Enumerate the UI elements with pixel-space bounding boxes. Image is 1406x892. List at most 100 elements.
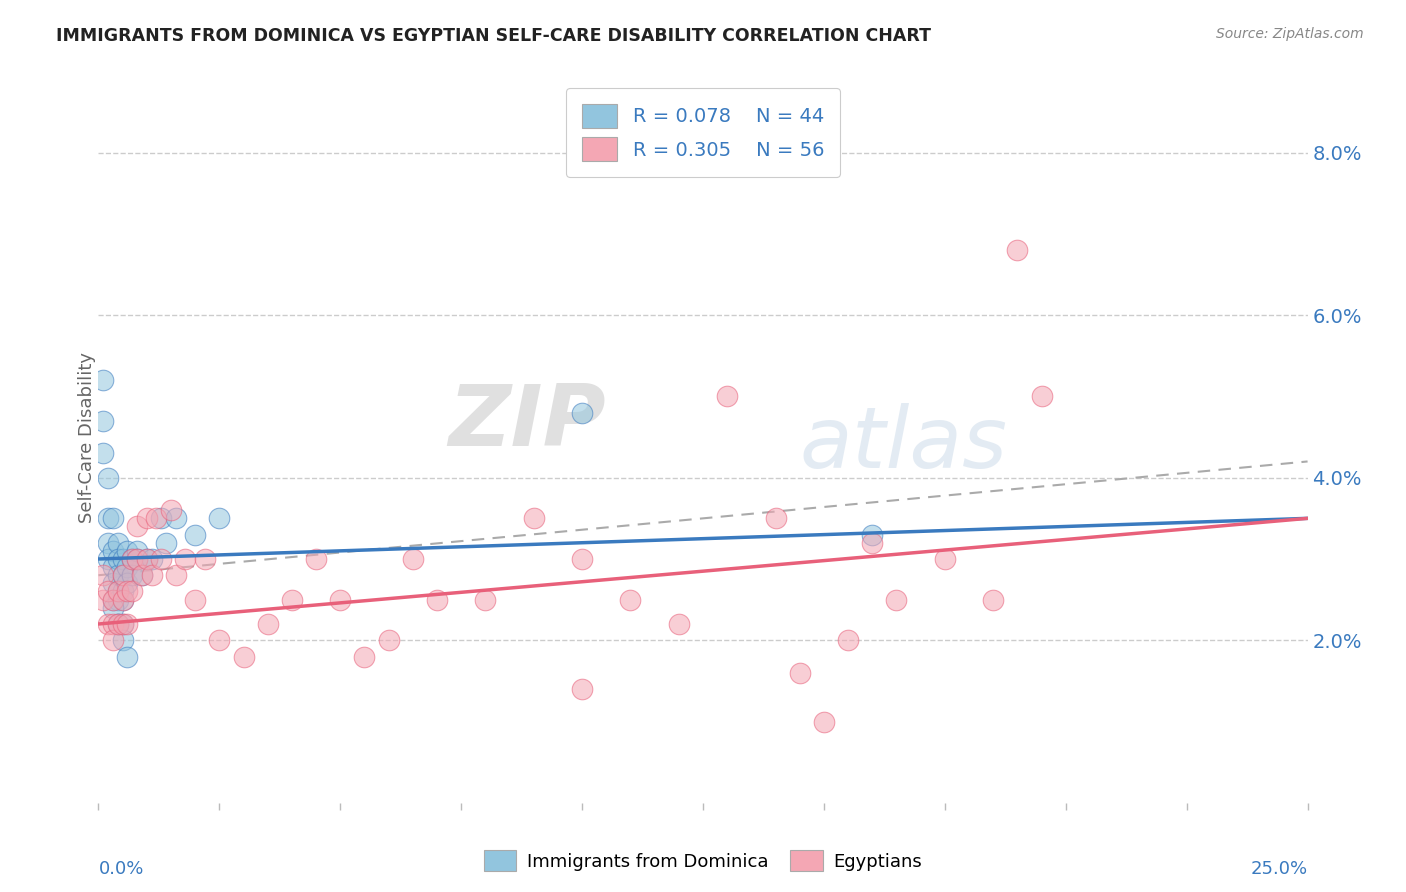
Point [97, 511, 120, 525]
Point [155, 535, 177, 549]
Point [194, 552, 217, 566]
Point [121, 552, 143, 566]
Text: atlas: atlas [800, 403, 1008, 486]
Point [101, 511, 124, 525]
Point [111, 633, 134, 648]
Point [117, 576, 139, 591]
Point [91, 568, 114, 582]
Point [97, 617, 120, 632]
Point [107, 617, 129, 632]
Point [353, 649, 375, 664]
Point [97, 552, 120, 566]
Point [886, 592, 908, 607]
Point [111, 584, 134, 599]
Point [97, 584, 120, 599]
Point [402, 552, 425, 566]
Text: 0.0%: 0.0% [98, 860, 143, 878]
Point [174, 552, 197, 566]
Point [117, 584, 139, 599]
Point [135, 552, 157, 566]
Point [111, 617, 134, 632]
Point [837, 633, 859, 648]
Point [121, 552, 143, 566]
Point [127, 552, 149, 566]
Point [981, 592, 1004, 607]
Point [377, 633, 399, 648]
Point [141, 568, 163, 582]
Y-axis label: Self-Care Disability: Self-Care Disability [79, 351, 96, 523]
Point [91, 592, 114, 607]
Point [860, 527, 883, 541]
Legend: Immigrants from Dominica, Egyptians: Immigrants from Dominica, Egyptians [477, 843, 929, 879]
Point [101, 592, 124, 607]
Point [97, 535, 120, 549]
Point [121, 568, 143, 582]
Point [571, 552, 593, 566]
Point [101, 576, 124, 591]
Point [101, 600, 124, 615]
Point [150, 552, 173, 566]
Point [107, 568, 129, 582]
Point [165, 511, 187, 525]
Point [101, 592, 124, 607]
Point [111, 592, 134, 607]
Point [91, 414, 114, 428]
Point [145, 511, 167, 525]
Point [860, 535, 883, 549]
Point [107, 535, 129, 549]
Point [184, 592, 207, 607]
Point [571, 406, 593, 420]
Point [765, 511, 787, 525]
Point [256, 617, 278, 632]
Point [107, 552, 129, 566]
Point [97, 471, 120, 485]
Legend: R = 0.078    N = 44, R = 0.305    N = 56: R = 0.078 N = 44, R = 0.305 N = 56 [567, 88, 839, 177]
Point [813, 714, 835, 729]
Point [789, 665, 811, 680]
Point [426, 592, 449, 607]
Point [165, 568, 187, 582]
Point [91, 446, 114, 460]
Point [117, 617, 139, 632]
Point [127, 552, 149, 566]
Point [184, 527, 207, 541]
Point [101, 633, 124, 648]
Point [111, 617, 134, 632]
Point [107, 617, 129, 632]
Point [111, 568, 134, 582]
Point [127, 544, 149, 558]
Point [101, 617, 124, 632]
Point [232, 649, 254, 664]
Point [91, 373, 114, 387]
Point [117, 544, 139, 558]
Point [107, 584, 129, 599]
Point [107, 617, 129, 632]
Text: IMMIGRANTS FROM DOMINICA VS EGYPTIAN SELF-CARE DISABILITY CORRELATION CHART: IMMIGRANTS FROM DOMINICA VS EGYPTIAN SEL… [56, 27, 931, 45]
Point [1007, 243, 1029, 257]
Point [523, 511, 546, 525]
Point [111, 592, 134, 607]
Point [716, 389, 738, 403]
Point [668, 617, 690, 632]
Point [101, 544, 124, 558]
Point [934, 552, 956, 566]
Text: ZIP: ZIP [449, 381, 606, 464]
Point [474, 592, 496, 607]
Point [571, 681, 593, 696]
Point [141, 552, 163, 566]
Point [131, 568, 153, 582]
Text: 25.0%: 25.0% [1250, 860, 1308, 878]
Point [1031, 389, 1053, 403]
Point [329, 592, 352, 607]
Point [619, 592, 641, 607]
Text: Source: ZipAtlas.com: Source: ZipAtlas.com [1216, 27, 1364, 41]
Point [127, 519, 149, 533]
Point [135, 511, 157, 525]
Point [121, 584, 143, 599]
Point [135, 552, 157, 566]
Point [208, 511, 231, 525]
Point [117, 560, 139, 574]
Point [208, 633, 231, 648]
Point [150, 511, 173, 525]
Point [111, 552, 134, 566]
